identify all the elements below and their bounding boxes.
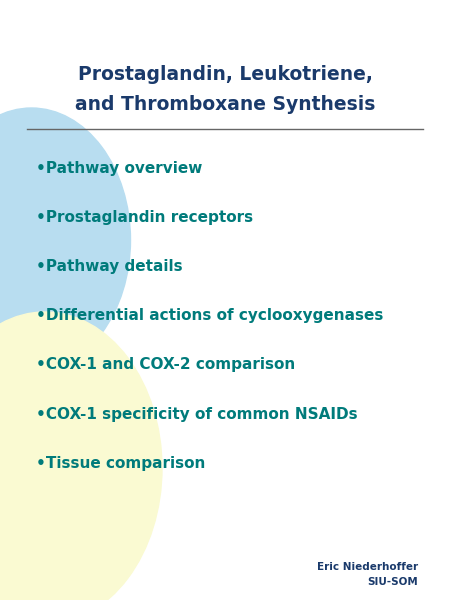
Text: Prostaglandin, Leukotriene,: Prostaglandin, Leukotriene, <box>77 65 373 85</box>
Text: •Pathway details: •Pathway details <box>36 259 183 274</box>
Text: •COX-1 and COX-2 comparison: •COX-1 and COX-2 comparison <box>36 357 295 372</box>
Circle shape <box>0 108 130 372</box>
Text: Eric Niederhoffer: Eric Niederhoffer <box>317 562 419 572</box>
Text: •Differential actions of cyclooxygenases: •Differential actions of cyclooxygenases <box>36 308 383 323</box>
Text: •Tissue comparison: •Tissue comparison <box>36 456 205 470</box>
Text: SIU-SOM: SIU-SOM <box>368 577 418 587</box>
Text: and Thromboxane Synthesis: and Thromboxane Synthesis <box>75 95 375 115</box>
Text: •Pathway overview: •Pathway overview <box>36 160 202 175</box>
Text: •Prostaglandin receptors: •Prostaglandin receptors <box>36 209 253 224</box>
Text: •COX-1 specificity of common NSAIDs: •COX-1 specificity of common NSAIDs <box>36 407 358 421</box>
Circle shape <box>0 312 162 600</box>
